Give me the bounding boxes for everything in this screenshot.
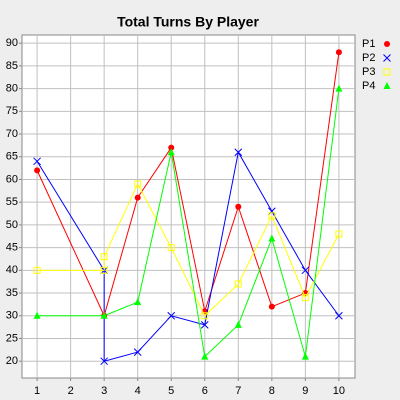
data-point	[134, 194, 141, 201]
x-tick-label: 2	[68, 385, 74, 397]
data-point	[33, 266, 41, 274]
data-point	[235, 203, 242, 210]
data-point	[335, 311, 343, 320]
y-tick-label: 25	[6, 332, 18, 344]
y-tick-label: 65	[6, 151, 18, 163]
y-tick-label: 75	[6, 105, 18, 117]
legend-marker	[383, 68, 391, 76]
x-tick-label: 1	[34, 385, 40, 397]
x-tick-label: 9	[302, 385, 308, 397]
data-point	[268, 303, 275, 310]
y-tick-label: 30	[6, 310, 18, 322]
data-point	[335, 49, 342, 56]
data-point	[267, 207, 276, 216]
data-point	[167, 311, 176, 320]
y-tick-label: 90	[6, 37, 18, 49]
data-point	[200, 320, 209, 329]
data-point	[33, 311, 41, 319]
data-point	[335, 84, 343, 92]
series-line	[37, 182, 340, 317]
legend-label: P2	[362, 52, 375, 64]
y-tick-label: 45	[6, 242, 18, 254]
y-tick-label: 20	[6, 355, 18, 367]
y-tick-label: 50	[6, 219, 18, 231]
x-tick-label: 3	[101, 385, 107, 397]
legend-marker	[383, 82, 391, 89]
chart-title: Total Turns By Player	[117, 14, 259, 30]
data-point	[268, 212, 276, 220]
data-point	[100, 253, 108, 261]
data-point	[301, 266, 310, 275]
legend-label: P3	[362, 66, 375, 78]
legend-label: P4	[362, 80, 375, 92]
data-point	[201, 312, 209, 320]
data-point	[134, 180, 142, 188]
data-point	[133, 348, 142, 356]
y-tick-label: 80	[6, 83, 18, 95]
data-point	[167, 244, 175, 252]
data-point	[234, 320, 242, 328]
data-point	[168, 144, 175, 151]
data-point	[34, 167, 41, 174]
x-tick-label: 10	[333, 385, 345, 397]
legend-marker	[384, 41, 390, 47]
data-point	[201, 352, 209, 360]
data-point	[301, 294, 309, 302]
y-tick-label: 85	[6, 60, 18, 72]
data-point	[234, 280, 242, 288]
x-tick-label: 5	[168, 385, 174, 397]
y-tick-label: 70	[6, 128, 18, 140]
data-point	[234, 148, 243, 157]
legend-label: P1	[362, 38, 375, 50]
data-point	[134, 298, 142, 306]
y-tick-label: 40	[6, 264, 18, 276]
x-tick-label: 6	[202, 385, 208, 397]
data-point	[100, 311, 108, 319]
data-point	[167, 148, 175, 156]
data-point	[33, 157, 41, 166]
legend-marker	[383, 54, 391, 62]
data-point	[268, 234, 276, 242]
y-tick-label: 60	[6, 173, 18, 185]
data-point	[100, 357, 109, 366]
data-point	[100, 266, 108, 274]
y-tick-label: 35	[6, 287, 18, 299]
y-tick-label: 55	[6, 196, 18, 208]
x-tick-label: 8	[269, 385, 275, 397]
x-tick-label: 7	[235, 385, 241, 397]
data-point	[301, 352, 309, 360]
data-point	[335, 230, 343, 238]
x-tick-label: 4	[135, 385, 141, 397]
